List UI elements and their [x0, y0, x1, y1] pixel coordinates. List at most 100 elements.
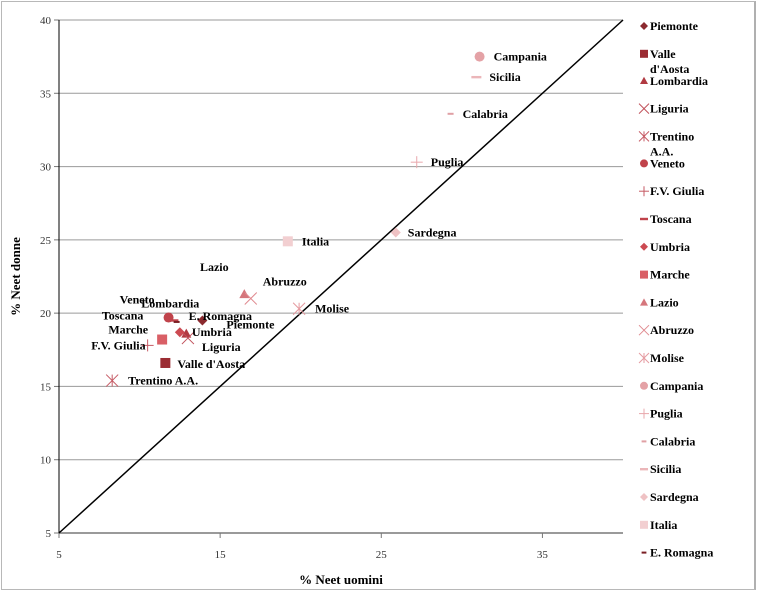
- legend-item-umbria: Umbria: [640, 240, 690, 254]
- data-point-liguria: [181, 331, 195, 345]
- legend-item-sicilia: Sicilia: [640, 462, 681, 476]
- data-point-e-romagna: [173, 320, 180, 323]
- legend-marker-shape: [640, 520, 648, 529]
- data-label: Lazio: [200, 260, 229, 274]
- data-point-lazio-shape: [239, 289, 250, 299]
- y-axis-title: % Neet donne: [8, 237, 23, 316]
- legend-item-veneto: Veneto: [640, 156, 685, 170]
- data-label: Italia: [302, 234, 329, 248]
- data-point-piemonte-shape: [197, 315, 208, 326]
- legend-label: Veneto: [650, 156, 685, 170]
- data-point-trentino-a-a-: [105, 374, 119, 387]
- legend-label-line: A.A.: [650, 144, 673, 158]
- data-point-sicilia-shape: [471, 75, 482, 79]
- y-tick-label: 10: [40, 455, 52, 467]
- legend-marker-shape: [640, 298, 648, 306]
- data-point-lazio: [239, 289, 250, 299]
- legend-item-campania: Campania: [640, 379, 703, 393]
- legend-label: Calabria: [650, 434, 695, 448]
- legend-marker: [639, 186, 649, 197]
- data-point-umbria-shape: [174, 327, 185, 338]
- y-tick-label: 15: [40, 381, 52, 393]
- legend-marker: [640, 242, 648, 251]
- data-point-campania: [474, 51, 485, 62]
- legend-label: Italia: [650, 518, 677, 532]
- legend-marker: [638, 103, 650, 114]
- data-point-toscana-shape: [168, 319, 179, 322]
- y-tick-label: 5: [46, 528, 52, 540]
- legend-marker: [640, 493, 648, 501]
- legend-label: Molise: [650, 351, 685, 365]
- legend-item-puglia: Puglia: [639, 407, 683, 421]
- legend-item-sardegna: Sardegna: [640, 490, 699, 504]
- data-label: Calabria: [463, 107, 508, 121]
- legend-item-liguria: Liguria: [638, 102, 689, 116]
- legend-marker: [641, 440, 647, 443]
- legend-label: Liguria: [650, 102, 689, 116]
- data-label: Umbria: [192, 325, 232, 339]
- legend-marker-shape: [640, 468, 648, 471]
- data-point-lombardia-shape: [181, 328, 192, 338]
- data-label: Sicilia: [489, 70, 520, 84]
- data-label: Abruzzo: [263, 274, 307, 288]
- data-point-sicilia: [471, 75, 482, 79]
- legend-marker: [638, 131, 650, 142]
- data-label: Valle d'Aosta: [177, 357, 245, 371]
- data-label: F.V. Giulia: [91, 338, 145, 352]
- legend-item-abruzzo: Abruzzo: [638, 323, 694, 337]
- data-point-sardegna-shape: [390, 227, 401, 238]
- legend-label: Lazio: [650, 295, 679, 309]
- data-label: Puglia: [431, 155, 464, 169]
- legend-marker: [640, 159, 648, 168]
- legend-marker-stroke: [638, 324, 650, 336]
- data-label: Campania: [494, 50, 547, 64]
- data-point-marche-shape: [157, 334, 168, 345]
- legend-item-e-romagna: E. Romagna: [641, 546, 713, 560]
- legend-marker: [640, 22, 648, 30]
- legend-label: Toscana: [650, 212, 692, 226]
- x-axis-title: % Neet uomini: [299, 572, 383, 587]
- legend-marker-shape: [640, 49, 648, 58]
- data-label: Lombardia: [141, 297, 199, 311]
- data-label: Toscana: [102, 308, 144, 322]
- legend-marker: [640, 49, 648, 58]
- legend-marker: [640, 381, 648, 390]
- data-label: Marche: [108, 323, 148, 337]
- legend-item-toscana: Toscana: [640, 212, 692, 226]
- legend-item-molise: Molise: [638, 351, 685, 365]
- data-point-molise: [292, 302, 306, 316]
- y-tick-label: 35: [40, 88, 52, 100]
- legend-label: Abruzzo: [650, 323, 694, 337]
- legend-label: Valle d'Aosta: [650, 47, 689, 76]
- legend-label: Piemonte: [650, 19, 699, 33]
- legend-marker-shape: [641, 440, 647, 443]
- chart-frame: [1, 1, 756, 590]
- data-point-lombardia: [181, 328, 192, 338]
- data-point-italia: [282, 236, 293, 247]
- legend-label: Umbria: [650, 240, 690, 254]
- data-point-e-romagna-shape: [173, 320, 180, 323]
- legend-item-italia: Italia: [640, 518, 677, 532]
- legend-marker: [638, 324, 650, 336]
- legend-label: Lombardia: [650, 74, 708, 88]
- legend-marker-shape: [640, 381, 648, 390]
- data-point-valle-d-aosta-shape: [160, 357, 171, 368]
- legend-marker-shape: [640, 217, 648, 221]
- x-tick-label: 35: [537, 549, 549, 561]
- data-label: Sardegna: [408, 226, 457, 240]
- data-label: Piemonte: [226, 317, 275, 331]
- reference-line-y-equals-x: [58, 19, 624, 534]
- data-point-abruzzo-stroke: [244, 292, 258, 305]
- legend-item-trentino-a-a-: Trentino A.A.: [638, 129, 694, 158]
- legend-item-lazio: Lazio: [640, 295, 679, 309]
- legend-marker: [638, 352, 650, 364]
- legend-marker-shape: [640, 22, 648, 30]
- legend-item-marche: Marche: [640, 268, 690, 282]
- data-point-calabria-shape: [447, 112, 454, 115]
- legend-marker-stroke: [638, 103, 650, 114]
- data-label: Liguria: [202, 340, 241, 354]
- legend-marker: [640, 270, 648, 279]
- legend-marker-shape: [640, 493, 648, 501]
- data-point-sardegna: [390, 227, 401, 238]
